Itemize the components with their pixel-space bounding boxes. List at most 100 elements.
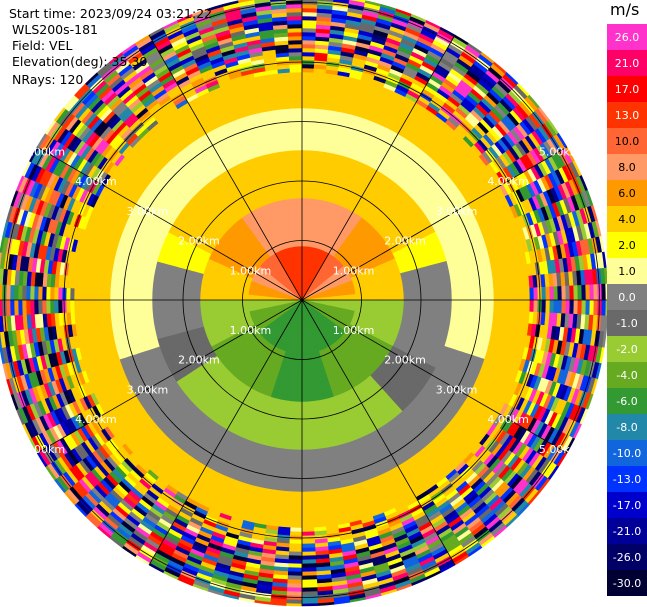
velocity-gate	[288, 547, 303, 553]
velocity-gate	[333, 0, 350, 5]
velocity-gate	[306, 191, 314, 199]
velocity-gate	[445, 291, 453, 301]
velocity-gate	[457, 291, 465, 301]
velocity-gate	[301, 437, 310, 445]
velocity-gate	[593, 284, 599, 301]
velocity-gate	[301, 3, 318, 9]
velocity-gate	[286, 591, 303, 597]
velocity-gate	[301, 599, 319, 605]
velocity-gate	[288, 551, 303, 557]
velocity-gate	[480, 280, 489, 291]
velocity-gate	[301, 547, 316, 553]
velocity-gate	[308, 430, 317, 439]
velocity-gate	[533, 299, 539, 313]
velocity-gate	[505, 299, 513, 312]
velocity-gate	[433, 292, 441, 301]
velocity-gate	[468, 281, 477, 292]
velocity-gate	[390, 284, 398, 291]
velocity-gate	[313, 71, 327, 80]
velocity-gate	[290, 497, 303, 505]
velocity-gate	[561, 285, 567, 301]
velocity-gate	[397, 299, 405, 306]
velocity-gate	[301, 71, 315, 79]
velocity-gate	[297, 371, 303, 379]
velocity-gate	[301, 485, 313, 493]
velocity-gate	[444, 283, 453, 293]
velocity-gate	[486, 279, 495, 291]
velocity-gate	[308, 436, 318, 445]
velocity-gate	[421, 299, 429, 307]
velocity-gate	[310, 125, 321, 134]
velocity-gate	[309, 448, 319, 457]
velocity-gate	[403, 304, 411, 312]
velocity-gate	[557, 299, 563, 314]
velocity-gate	[301, 11, 318, 17]
velocity-gate	[301, 571, 317, 577]
velocity-gate	[282, 478, 293, 487]
velocity-gate	[311, 478, 322, 487]
velocity-gate	[301, 371, 307, 379]
velocity-gate	[481, 289, 489, 301]
velocity-gate	[475, 299, 483, 310]
velocity-gate	[281, 484, 293, 493]
velocity-gate	[296, 383, 303, 391]
velocity-gate	[308, 424, 317, 433]
velocity-gate	[289, 531, 303, 537]
velocity-gate	[306, 395, 314, 403]
velocity-gate	[517, 288, 525, 301]
velocity-gate	[311, 101, 324, 110]
velocity-gate	[301, 113, 313, 121]
velocity-gate	[301, 521, 315, 529]
velocity-gate	[396, 283, 404, 291]
velocity-gate	[420, 286, 429, 295]
velocity-gate	[312, 406, 321, 414]
velocity-gate	[361, 296, 369, 301]
velocity-gate	[301, 23, 317, 29]
velocity-gate	[301, 431, 310, 439]
velocity-gate	[289, 527, 303, 533]
velocity-gate	[545, 299, 551, 314]
velocity-gate	[541, 286, 547, 301]
velocity-gate	[445, 299, 453, 309]
velocity-gate	[474, 280, 483, 292]
velocity-gate	[309, 137, 320, 146]
velocity-gate	[385, 294, 393, 301]
velocity-gate	[499, 299, 507, 312]
velocity-gate	[278, 514, 292, 523]
velocity-gate	[301, 527, 315, 533]
velocity-gate	[293, 443, 303, 451]
velocity-gate	[301, 531, 315, 537]
velocity-gate	[294, 425, 303, 433]
velocity-gate	[308, 155, 318, 164]
velocity-gate	[533, 287, 539, 301]
velocity-gate	[301, 395, 308, 403]
velocity-gate	[301, 347, 306, 355]
velocity-gate	[301, 383, 308, 391]
velocity-gate	[451, 291, 459, 301]
velocity-gate	[379, 295, 387, 301]
velocity-gate	[312, 508, 325, 517]
velocity-gate	[426, 285, 435, 294]
velocity-gate	[438, 306, 447, 316]
velocity-gate	[516, 276, 525, 290]
velocity-gate	[286, 583, 303, 589]
velocity-gate	[301, 7, 318, 13]
velocity-gate	[391, 294, 399, 301]
velocity-gate	[301, 227, 307, 235]
velocity-gate	[310, 119, 322, 128]
velocity-gate	[301, 167, 310, 175]
velocity-gate	[312, 95, 324, 104]
velocity-gate	[426, 306, 435, 315]
velocity-gate	[439, 299, 447, 308]
velocity-gate	[565, 285, 571, 301]
velocity-gate	[397, 288, 405, 296]
velocity-gate	[462, 282, 471, 292]
velocity-gate	[301, 583, 318, 589]
velocity-gate	[301, 203, 308, 211]
velocity-gate	[301, 443, 311, 451]
velocity-gate	[285, 442, 295, 451]
velocity-gate	[511, 288, 519, 301]
velocity-gate	[297, 377, 303, 385]
velocity-gate	[301, 551, 316, 557]
